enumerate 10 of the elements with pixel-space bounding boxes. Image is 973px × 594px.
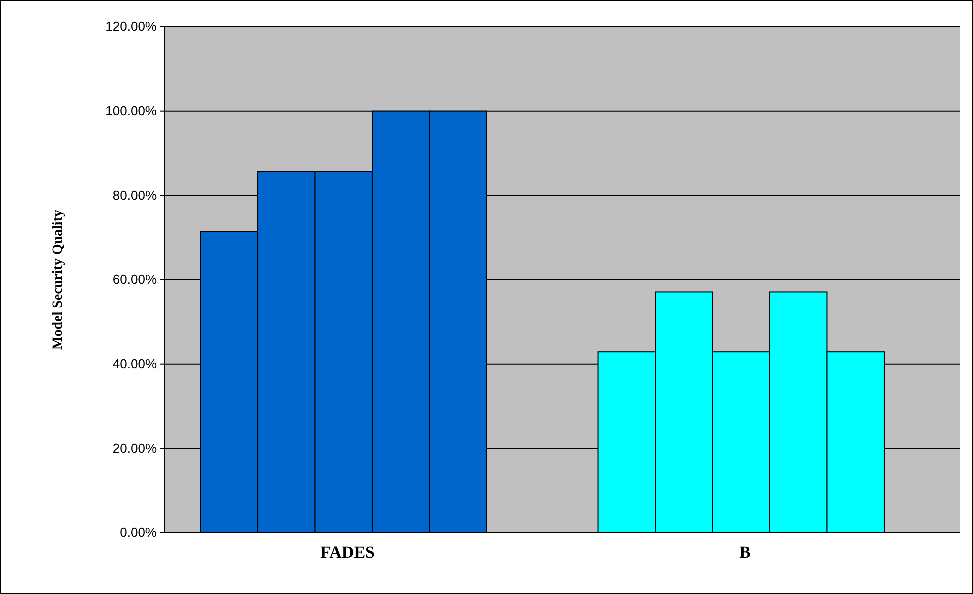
y-tick-label: 60.00% <box>112 272 158 288</box>
y-tick-label: 40.00% <box>112 356 158 372</box>
y-tick-label: 20.00% <box>112 440 158 456</box>
x-tick-label: B <box>740 543 751 562</box>
y-tick-label: 80.00% <box>112 188 158 203</box>
y-tick-label: 0.00% <box>120 525 158 540</box>
x-tick-label: FADES <box>320 543 375 562</box>
y-tick-label: 100.00% <box>106 103 158 118</box>
y-tick-label: 120.00% <box>106 19 158 34</box>
y-axis-title: Model Security Quality <box>51 210 66 350</box>
